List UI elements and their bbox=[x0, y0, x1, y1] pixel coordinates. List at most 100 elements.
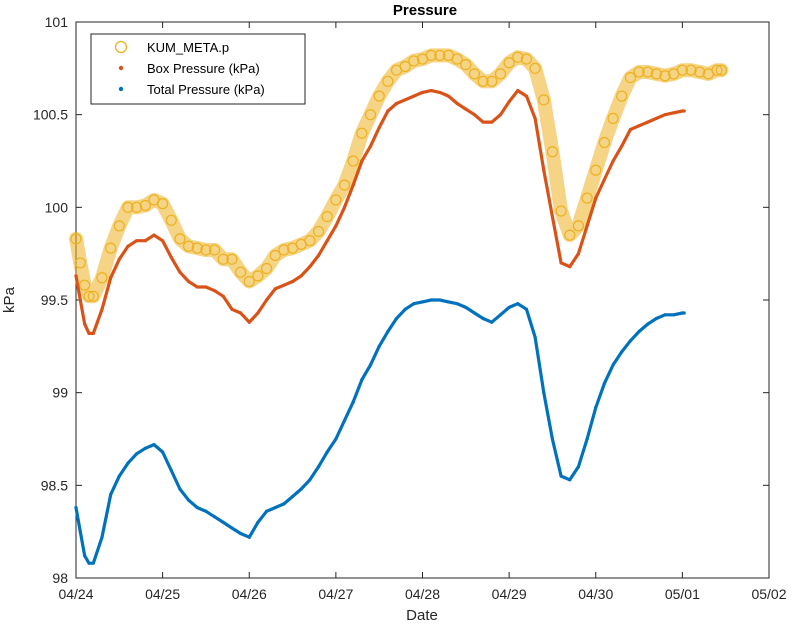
data-point bbox=[498, 113, 503, 117]
data-point bbox=[628, 127, 633, 132]
data-point bbox=[555, 205, 567, 217]
data-point bbox=[490, 320, 494, 324]
data-point bbox=[564, 229, 576, 241]
data-point bbox=[96, 272, 108, 284]
data-point bbox=[403, 98, 407, 102]
data-point bbox=[143, 239, 147, 243]
data-point bbox=[464, 305, 468, 310]
data-point bbox=[282, 502, 286, 506]
series-3 bbox=[74, 298, 686, 565]
data-point bbox=[368, 144, 373, 148]
data-point bbox=[209, 244, 221, 256]
data-point bbox=[533, 335, 537, 339]
data-point bbox=[663, 113, 667, 117]
data-point bbox=[260, 262, 273, 275]
data-point bbox=[477, 75, 489, 87]
y-axis-title: kPa bbox=[1, 286, 18, 313]
data-point bbox=[646, 120, 650, 124]
data-point bbox=[542, 391, 546, 395]
data-point bbox=[304, 235, 316, 247]
data-point bbox=[308, 265, 312, 269]
data-point bbox=[607, 112, 619, 124]
data-point bbox=[598, 136, 611, 149]
data-point bbox=[663, 313, 667, 317]
data-point bbox=[342, 418, 347, 423]
legend-label: KUM_META.p bbox=[147, 40, 229, 55]
data-point bbox=[550, 215, 555, 219]
data-point bbox=[87, 561, 91, 565]
data-point bbox=[278, 244, 290, 256]
x-tick-label: 04/28 bbox=[405, 586, 440, 602]
data-point bbox=[654, 316, 658, 321]
data-point bbox=[174, 233, 186, 245]
data-point bbox=[446, 94, 451, 98]
data-point bbox=[83, 554, 87, 558]
data-point bbox=[550, 437, 555, 441]
data-point bbox=[364, 109, 377, 121]
data-point bbox=[524, 94, 529, 98]
data-point bbox=[386, 109, 390, 113]
data-point bbox=[682, 311, 686, 315]
data-point bbox=[494, 68, 507, 80]
y-tick-label: 99 bbox=[52, 385, 68, 401]
data-point bbox=[221, 520, 225, 525]
data-point bbox=[273, 287, 277, 291]
legend-label: Box Pressure (kPa) bbox=[147, 61, 260, 76]
data-point bbox=[628, 339, 633, 343]
x-tick-label: 04/27 bbox=[318, 586, 353, 602]
data-point bbox=[299, 274, 303, 278]
data-point bbox=[386, 329, 390, 334]
data-point bbox=[78, 530, 82, 534]
data-point bbox=[672, 313, 676, 317]
data-point bbox=[334, 437, 338, 441]
data-point bbox=[334, 224, 338, 228]
data-point bbox=[373, 90, 385, 102]
data-point bbox=[438, 298, 442, 302]
series-2 bbox=[74, 88, 686, 335]
legend: KUM_META.p Box Pressure (kPa) Total Pressu… bbox=[90, 33, 306, 105]
data-point bbox=[585, 437, 589, 441]
data-point bbox=[217, 253, 229, 265]
data-point bbox=[425, 49, 437, 61]
data-point bbox=[403, 307, 407, 311]
data-point bbox=[131, 201, 143, 213]
data-point bbox=[347, 155, 359, 167]
data-point bbox=[611, 363, 615, 367]
data-point bbox=[672, 111, 676, 115]
data-point bbox=[74, 257, 86, 269]
data-point bbox=[135, 452, 139, 456]
data-point bbox=[460, 59, 472, 71]
data-point bbox=[230, 526, 234, 530]
data-point bbox=[464, 107, 468, 111]
data-point bbox=[226, 253, 238, 265]
series-band bbox=[69, 48, 729, 304]
data-point bbox=[486, 75, 498, 87]
data-point bbox=[351, 183, 355, 187]
data-point bbox=[590, 164, 602, 176]
x-tick-label: 04/24 bbox=[58, 586, 93, 602]
data-point bbox=[342, 205, 347, 209]
y-tick-label: 98.5 bbox=[41, 477, 68, 493]
data-point bbox=[546, 146, 559, 158]
data-point bbox=[408, 55, 420, 67]
data-point bbox=[412, 302, 416, 306]
data-point bbox=[83, 290, 95, 302]
data-point bbox=[351, 400, 355, 404]
data-point bbox=[126, 244, 130, 248]
data-point bbox=[472, 113, 477, 117]
data-point bbox=[113, 220, 125, 232]
data-point bbox=[637, 124, 641, 128]
data-point bbox=[412, 94, 416, 98]
data-point bbox=[377, 126, 381, 130]
data-point bbox=[161, 450, 165, 454]
x-axis: 04/24 04/25 04/26 04/27 04/28 04/29 04/30 05/01… bbox=[58, 22, 787, 602]
data-point bbox=[382, 75, 394, 87]
chart-title: Pressure bbox=[393, 2, 457, 19]
data-point bbox=[247, 535, 251, 539]
data-point bbox=[100, 535, 104, 539]
data-point bbox=[356, 127, 368, 139]
data-point bbox=[299, 487, 303, 491]
data-point bbox=[221, 294, 225, 298]
data-point bbox=[213, 515, 217, 519]
series-layer bbox=[69, 48, 729, 565]
